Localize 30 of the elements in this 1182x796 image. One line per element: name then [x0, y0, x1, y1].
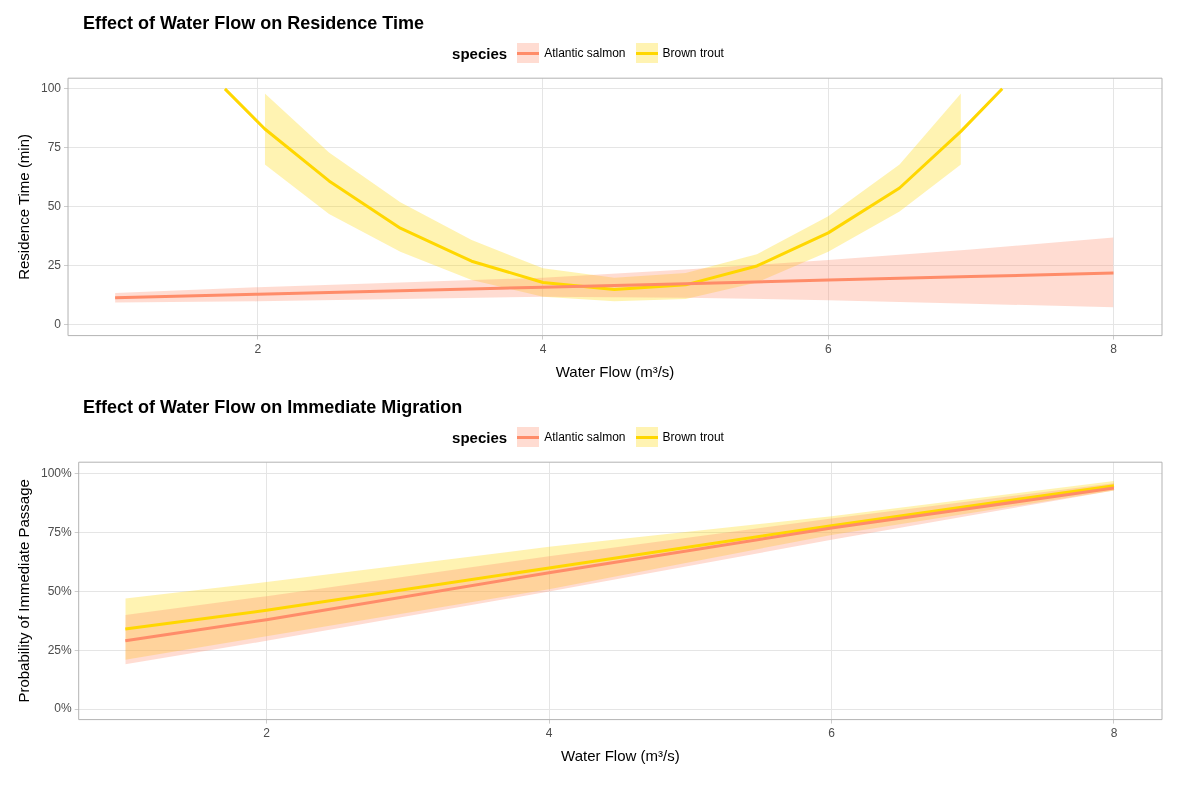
- x-tick-label: 4: [539, 342, 547, 357]
- x-tick-label: 6: [828, 726, 836, 741]
- y-tick-label: 0%: [54, 701, 73, 716]
- legend-title: species: [452, 44, 508, 62]
- x-tick-label: 8: [1110, 342, 1118, 357]
- x-tick-label: 8: [1110, 726, 1118, 741]
- y-axis-title: Probability of Immediate Passage: [15, 479, 33, 703]
- y-tick-label: 0: [54, 317, 62, 332]
- y-tick-label: 50: [47, 199, 62, 214]
- legend-label: Atlantic salmon: [544, 46, 626, 60]
- y-tick-label: 25: [47, 258, 62, 273]
- chart-title: Effect of Water Flow on Immediate Migration: [82, 396, 464, 419]
- legend-label: Atlantic salmon: [544, 430, 626, 444]
- x-tick-label: 6: [824, 342, 832, 357]
- x-tick-label: 2: [254, 342, 262, 357]
- legend-label: Brown trout: [662, 46, 724, 60]
- y-tick-label: 100: [40, 81, 62, 96]
- y-tick-label: 50%: [47, 583, 73, 598]
- legend-title: species: [452, 428, 508, 446]
- y-tick-label: 75%: [47, 525, 73, 540]
- y-tick-label: 100%: [40, 466, 73, 481]
- legend-label: Brown trout: [662, 430, 724, 444]
- x-axis-title: Water Flow (m³/s): [561, 747, 680, 765]
- x-axis-title: Water Flow (m³/s): [555, 363, 675, 381]
- y-axis-title: Residence Time (min): [15, 133, 33, 280]
- y-tick-label: 25%: [47, 642, 73, 657]
- y-tick-label: 75: [47, 140, 62, 155]
- x-tick-label: 2: [263, 726, 271, 741]
- chart-title: Effect of Water Flow on Residence Time: [82, 12, 426, 35]
- x-tick-label: 4: [545, 726, 553, 741]
